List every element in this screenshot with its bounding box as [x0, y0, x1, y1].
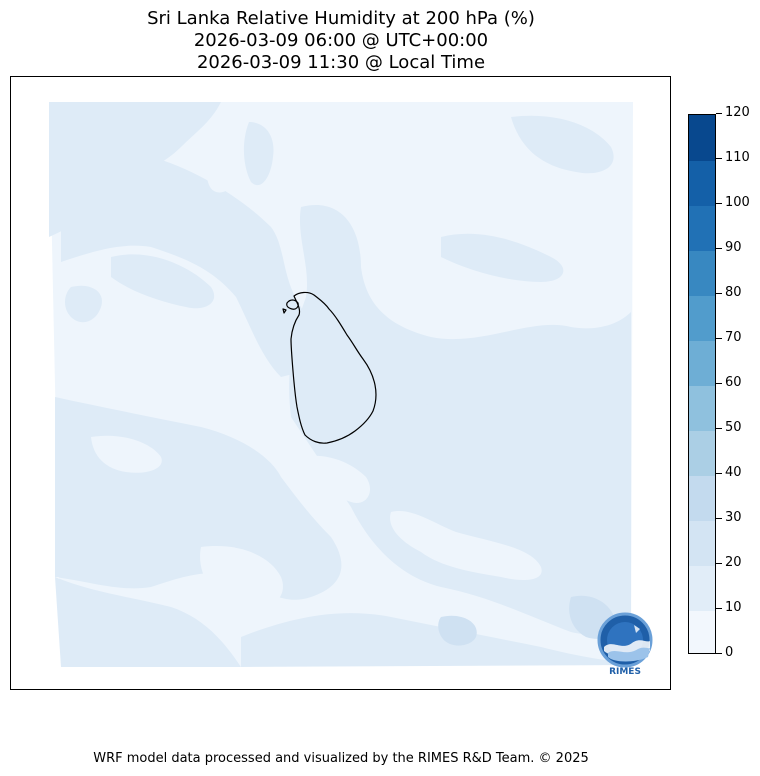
colorbar-tick — [716, 563, 722, 564]
colorbar-tick — [716, 653, 722, 654]
map-frame[interactable] — [10, 76, 671, 690]
map-canvas[interactable] — [11, 77, 670, 689]
logo-text: RIMES — [609, 667, 641, 677]
colorbar-tick-label: 120 — [725, 105, 750, 120]
colorbar-tick — [716, 383, 722, 384]
colorbar-segment — [689, 385, 715, 431]
colorbar-tick — [716, 473, 722, 474]
colorbar-segment — [689, 430, 715, 476]
chart-title: Sri Lanka Relative Humidity at 200 hPa (… — [0, 8, 682, 74]
colorbar-tick — [716, 248, 722, 249]
colorbar-tick-label: 20 — [725, 555, 742, 570]
title-line-3: 2026-03-09 11:30 @ Local Time — [196, 52, 486, 73]
colorbar-segment — [689, 475, 715, 521]
colorbar-tick — [716, 608, 722, 609]
colorbar-segment — [689, 340, 715, 386]
colorbar-tick — [716, 113, 722, 114]
colorbar-tick-label: 70 — [725, 330, 742, 345]
colorbar — [688, 114, 716, 654]
colorbar-segment — [689, 565, 715, 611]
colorbar-segment — [689, 610, 715, 653]
colorbar-segment — [689, 160, 715, 206]
colorbar-segment — [689, 520, 715, 566]
colorbar-tick-label: 10 — [725, 600, 742, 615]
colorbar-tick-label: 110 — [725, 150, 750, 165]
colorbar-tick — [716, 428, 722, 429]
colorbar-segment — [689, 250, 715, 296]
colorbar-tick — [716, 518, 722, 519]
colorbar-tick — [716, 293, 722, 294]
title-line-2: 2026-03-09 06:00 @ UTC+00:00 — [193, 30, 489, 51]
footer-credit: WRF model data processed and visualized … — [93, 751, 589, 766]
colorbar-tick-label: 40 — [725, 465, 742, 480]
colorbar-tick-label: 90 — [725, 240, 742, 255]
sri-lanka-coastline — [282, 291, 377, 444]
colorbar-segment — [689, 205, 715, 251]
humidity-0-10-regions — [91, 165, 542, 611]
colorbar-tick-label: 60 — [725, 375, 742, 390]
colorbar-tick-label: 50 — [725, 420, 742, 435]
colorbar-tick — [716, 158, 722, 159]
colorbar-tick-label: 30 — [725, 510, 742, 525]
colorbar-tick-label: 100 — [725, 195, 750, 210]
colorbar-segment — [689, 115, 715, 161]
colorbar-segment — [689, 295, 715, 341]
colorbar-tick — [716, 203, 722, 204]
colorbar-tick-label: 0 — [725, 645, 734, 660]
title-line-1: Sri Lanka Relative Humidity at 200 hPa (… — [147, 8, 535, 29]
rimes-logo: RIMES — [597, 612, 653, 677]
colorbar-tick-label: 80 — [725, 285, 742, 300]
colorbar-tick — [716, 338, 722, 339]
